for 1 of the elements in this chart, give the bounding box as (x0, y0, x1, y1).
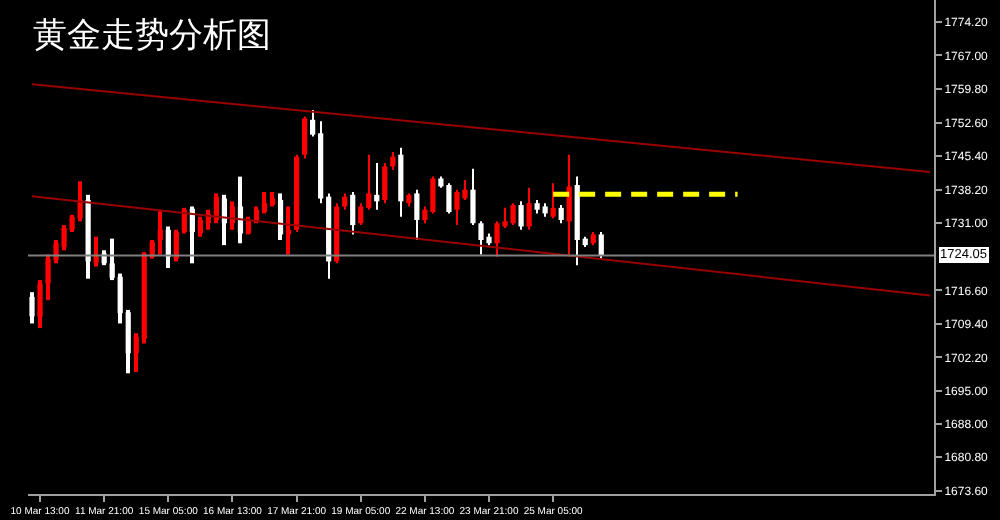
text: 黄金走势分析图 (32, 16, 271, 57)
